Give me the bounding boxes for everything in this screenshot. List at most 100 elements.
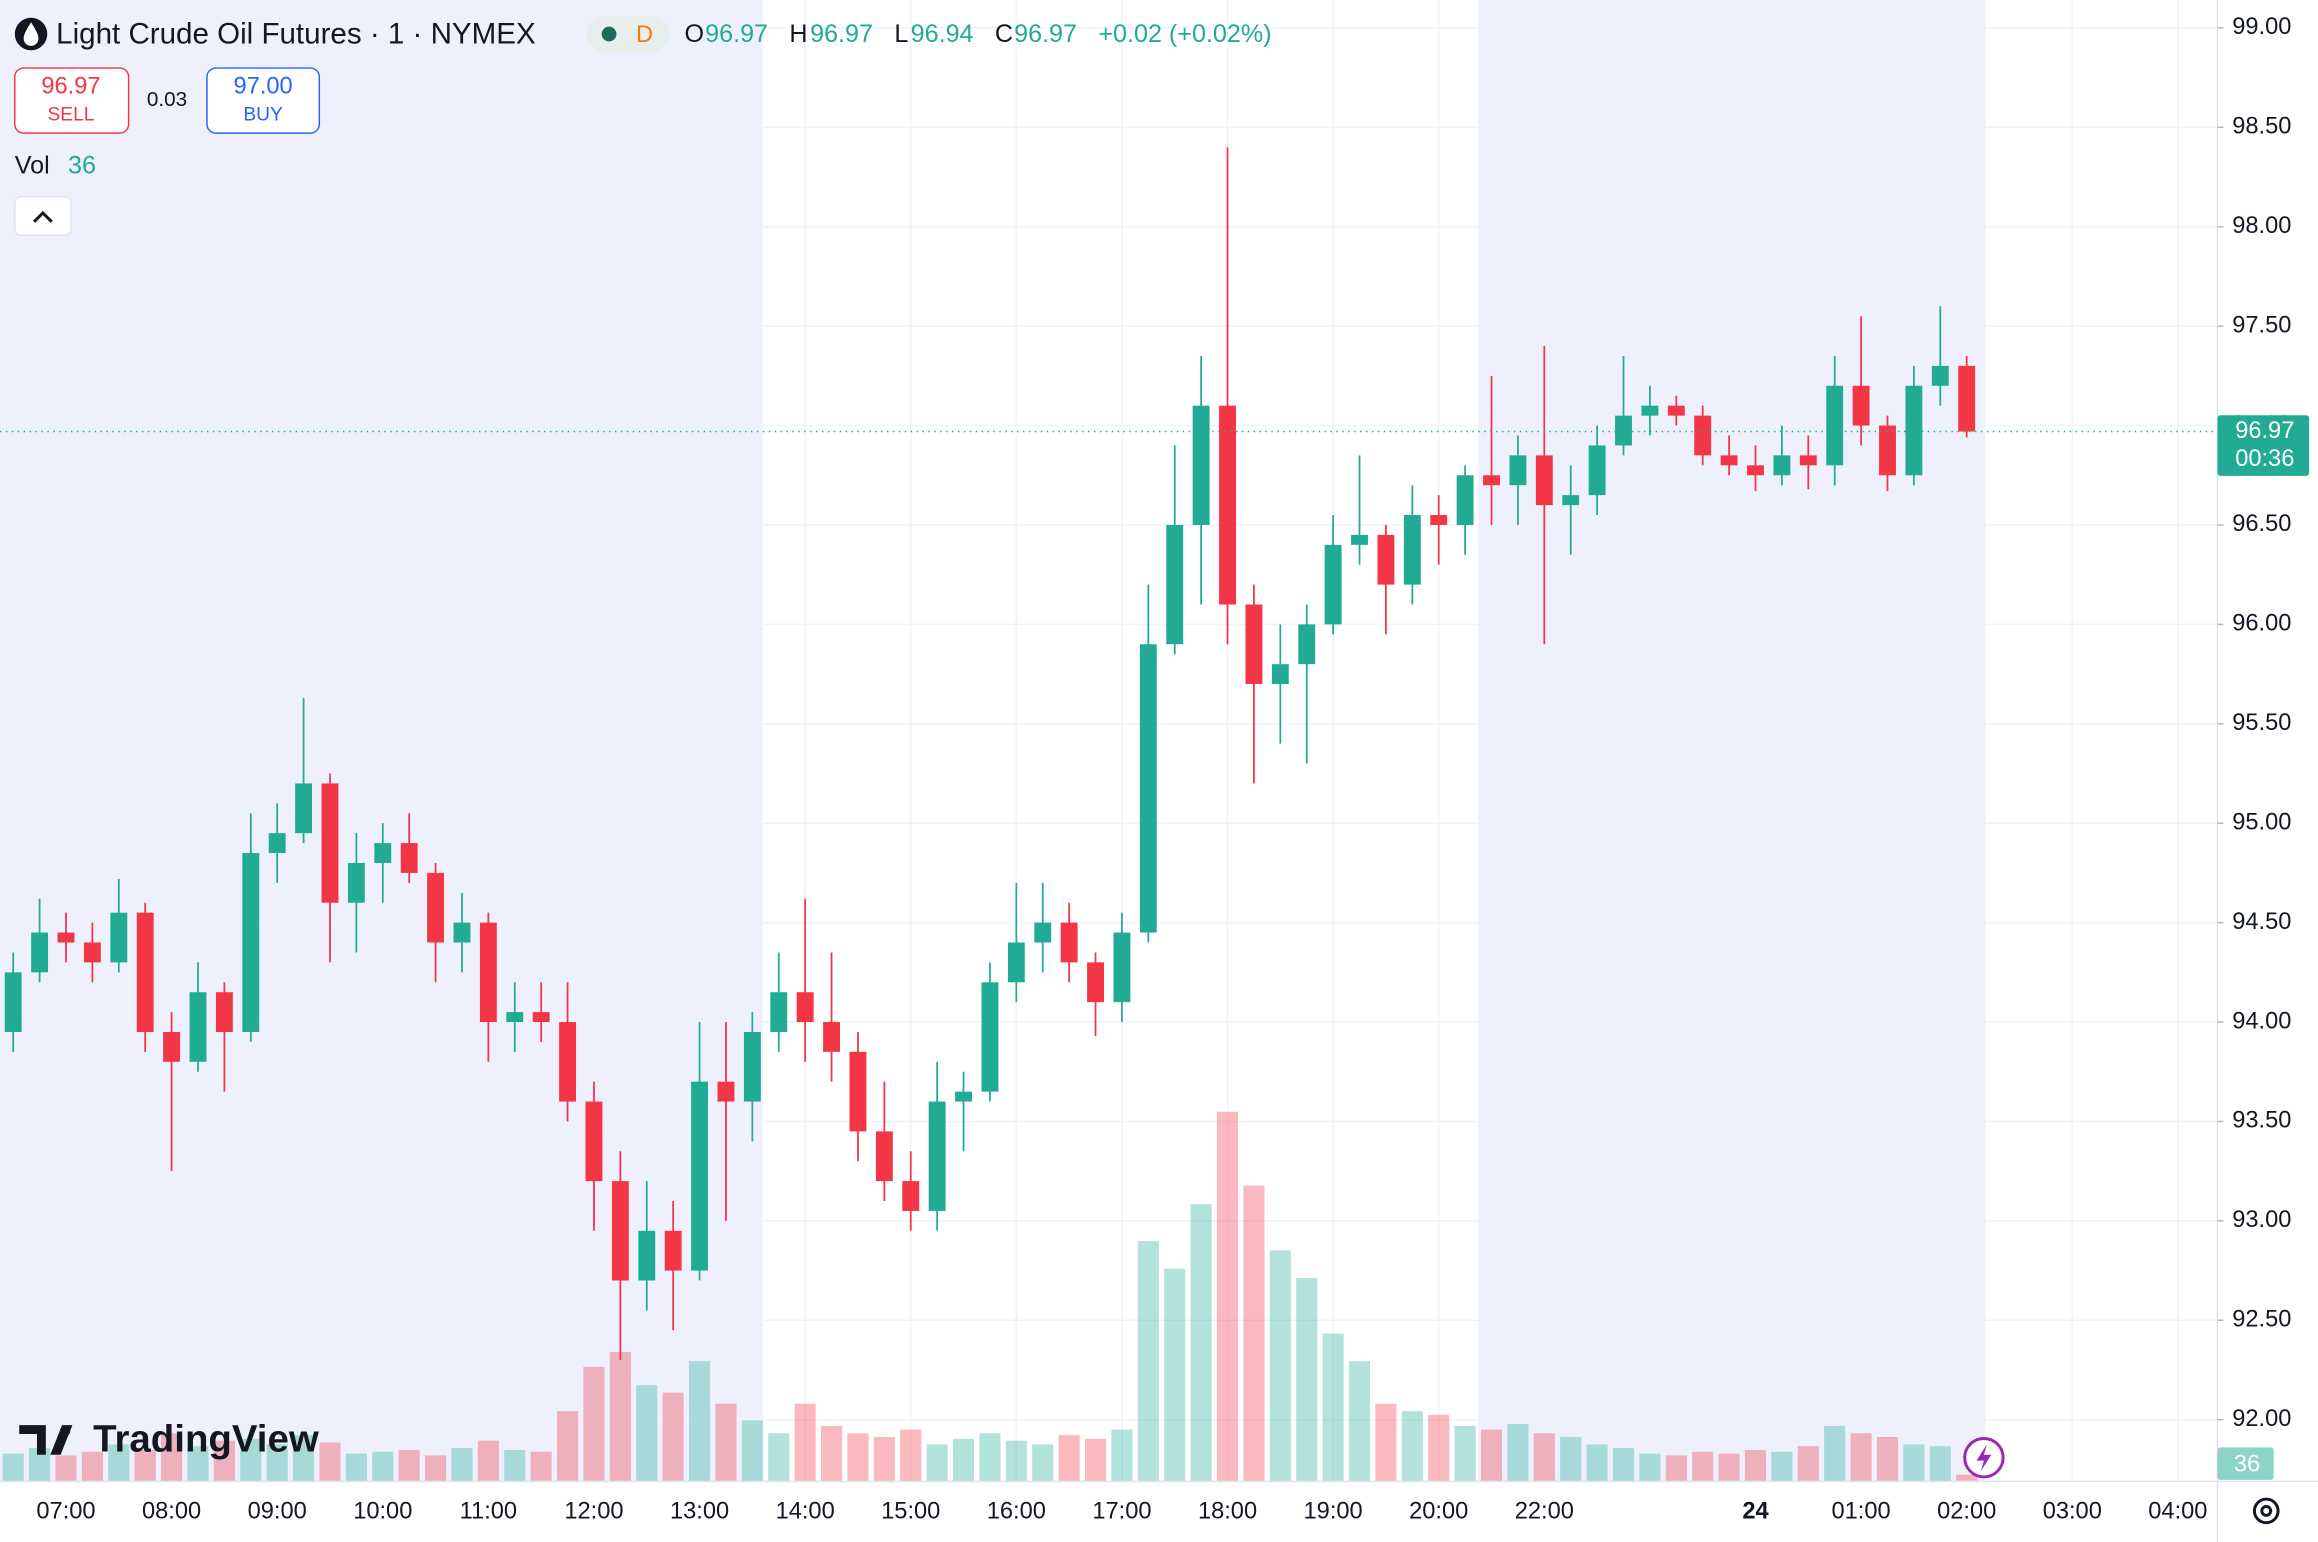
buy-price: 97.00: [234, 74, 293, 100]
candle-body: [638, 1230, 656, 1281]
x-tick-label: 18:00: [1198, 1499, 1257, 1525]
collapse-button[interactable]: [14, 195, 72, 236]
candle-body: [691, 1081, 709, 1271]
x-tick-label: 16:00: [987, 1499, 1046, 1525]
candle-body: [1324, 544, 1342, 625]
buy-label: BUY: [243, 104, 283, 125]
volume-bar: [1348, 1361, 1371, 1482]
ohlc-label: L: [894, 20, 908, 48]
ohlc-label: O: [684, 20, 704, 48]
candle-body: [242, 853, 260, 1032]
candle-body: [928, 1101, 946, 1211]
candle-body: [1060, 922, 1078, 963]
sell-button[interactable]: [14, 67, 130, 134]
volume-bar: [213, 1440, 235, 1482]
candle-body: [902, 1181, 920, 1211]
x-tick-label: 02:00: [1937, 1499, 1996, 1525]
x-tick-label: 04:00: [2148, 1499, 2207, 1525]
collapse-icon: [32, 210, 53, 223]
y-tick-label: 98.00: [2232, 213, 2291, 239]
candle-body: [1958, 365, 1976, 432]
candle-body: [1298, 624, 1316, 665]
candle-body: [347, 862, 365, 903]
volume-bar: [161, 1433, 183, 1482]
volume-bar: [952, 1438, 975, 1482]
candle-body: [374, 843, 392, 863]
y-tick-label: 94.00: [2232, 1008, 2291, 1034]
volume-bar: [1058, 1435, 1080, 1482]
volume-bar: [979, 1433, 1001, 1482]
y-tick-label: 92.50: [2232, 1307, 2291, 1333]
volume-bar: [504, 1449, 526, 1482]
x-tick-label: 10:00: [353, 1499, 412, 1525]
x-tick-label: 22:00: [1515, 1499, 1574, 1525]
volume-bar: [1824, 1425, 1846, 1482]
ohlc-value: 96.94: [911, 20, 974, 48]
volume-bar: [55, 1455, 77, 1482]
candle-body: [823, 1022, 841, 1052]
delay-badge: D: [636, 22, 653, 48]
volume-bar: [1190, 1204, 1212, 1482]
candle-body: [110, 912, 128, 963]
candle-body: [1219, 405, 1236, 605]
candle-body: [796, 992, 814, 1023]
candle-body: [1720, 455, 1738, 466]
volume-bar: [557, 1411, 579, 1482]
volume-bar: [900, 1429, 922, 1482]
volume-bar: [873, 1436, 895, 1482]
candle-body: [1113, 932, 1131, 1003]
volume-bar: [398, 1449, 420, 1482]
candle-body: [1773, 455, 1791, 476]
candle-body: [215, 992, 233, 1032]
buy-button[interactable]: [206, 67, 321, 134]
volume-bar: [1269, 1250, 1291, 1482]
candle-body: [1694, 415, 1712, 456]
candle-body: [427, 872, 445, 943]
settings-button[interactable]: [2252, 1497, 2280, 1525]
candle-body: [400, 843, 418, 873]
volume-bar: [1612, 1448, 1635, 1482]
candle-body: [1852, 385, 1870, 426]
candle-body: [1087, 962, 1104, 1003]
x-tick-label: 24: [1742, 1499, 1769, 1525]
session-shade: [1478, 0, 1986, 1482]
volume-bar: [187, 1446, 209, 1482]
volume-bar: [345, 1453, 367, 1482]
volume-bar: [372, 1451, 394, 1482]
y-tick-label: 94.50: [2232, 909, 2291, 935]
brand-logo: [19, 1425, 73, 1455]
volume-bar: [1797, 1446, 1819, 1482]
y-tick-label: 93.50: [2232, 1108, 2291, 1134]
ohlc-value: 96.97: [810, 20, 873, 48]
volume-bar: [1956, 1474, 1978, 1482]
candle-body: [31, 932, 49, 973]
status-pill[interactable]: [586, 16, 670, 52]
candle-body: [506, 1012, 524, 1023]
vol-label: Vol: [15, 152, 50, 180]
price-tag-value: 96.97: [2235, 418, 2294, 444]
y-tick-label: 92.00: [2232, 1406, 2291, 1432]
x-tick-label: 17:00: [1092, 1499, 1151, 1525]
x-tick-label: 14:00: [776, 1499, 835, 1525]
volume-bar: [820, 1425, 843, 1482]
candle-body: [1535, 455, 1553, 506]
candle-body: [1588, 445, 1606, 496]
volume-bar: [2, 1453, 24, 1482]
volume-bar: [425, 1455, 447, 1482]
volume-bar: [1216, 1111, 1239, 1482]
volume-bar: [1375, 1403, 1397, 1482]
volume-bar: [1771, 1451, 1793, 1482]
candle-body: [1905, 385, 1923, 476]
candle-body: [4, 972, 22, 1032]
volume-bar: [715, 1403, 737, 1482]
volume-bar: [1137, 1241, 1159, 1482]
volume-bar: [1533, 1433, 1555, 1482]
candle-body: [770, 992, 788, 1032]
volume-bar: [1032, 1444, 1054, 1482]
candle-body: [1034, 922, 1052, 943]
volume-bar: [81, 1451, 103, 1482]
ohlc-value: 96.97: [705, 20, 768, 48]
volume-bar: [1929, 1446, 1951, 1482]
volume-bar: [1296, 1278, 1318, 1482]
